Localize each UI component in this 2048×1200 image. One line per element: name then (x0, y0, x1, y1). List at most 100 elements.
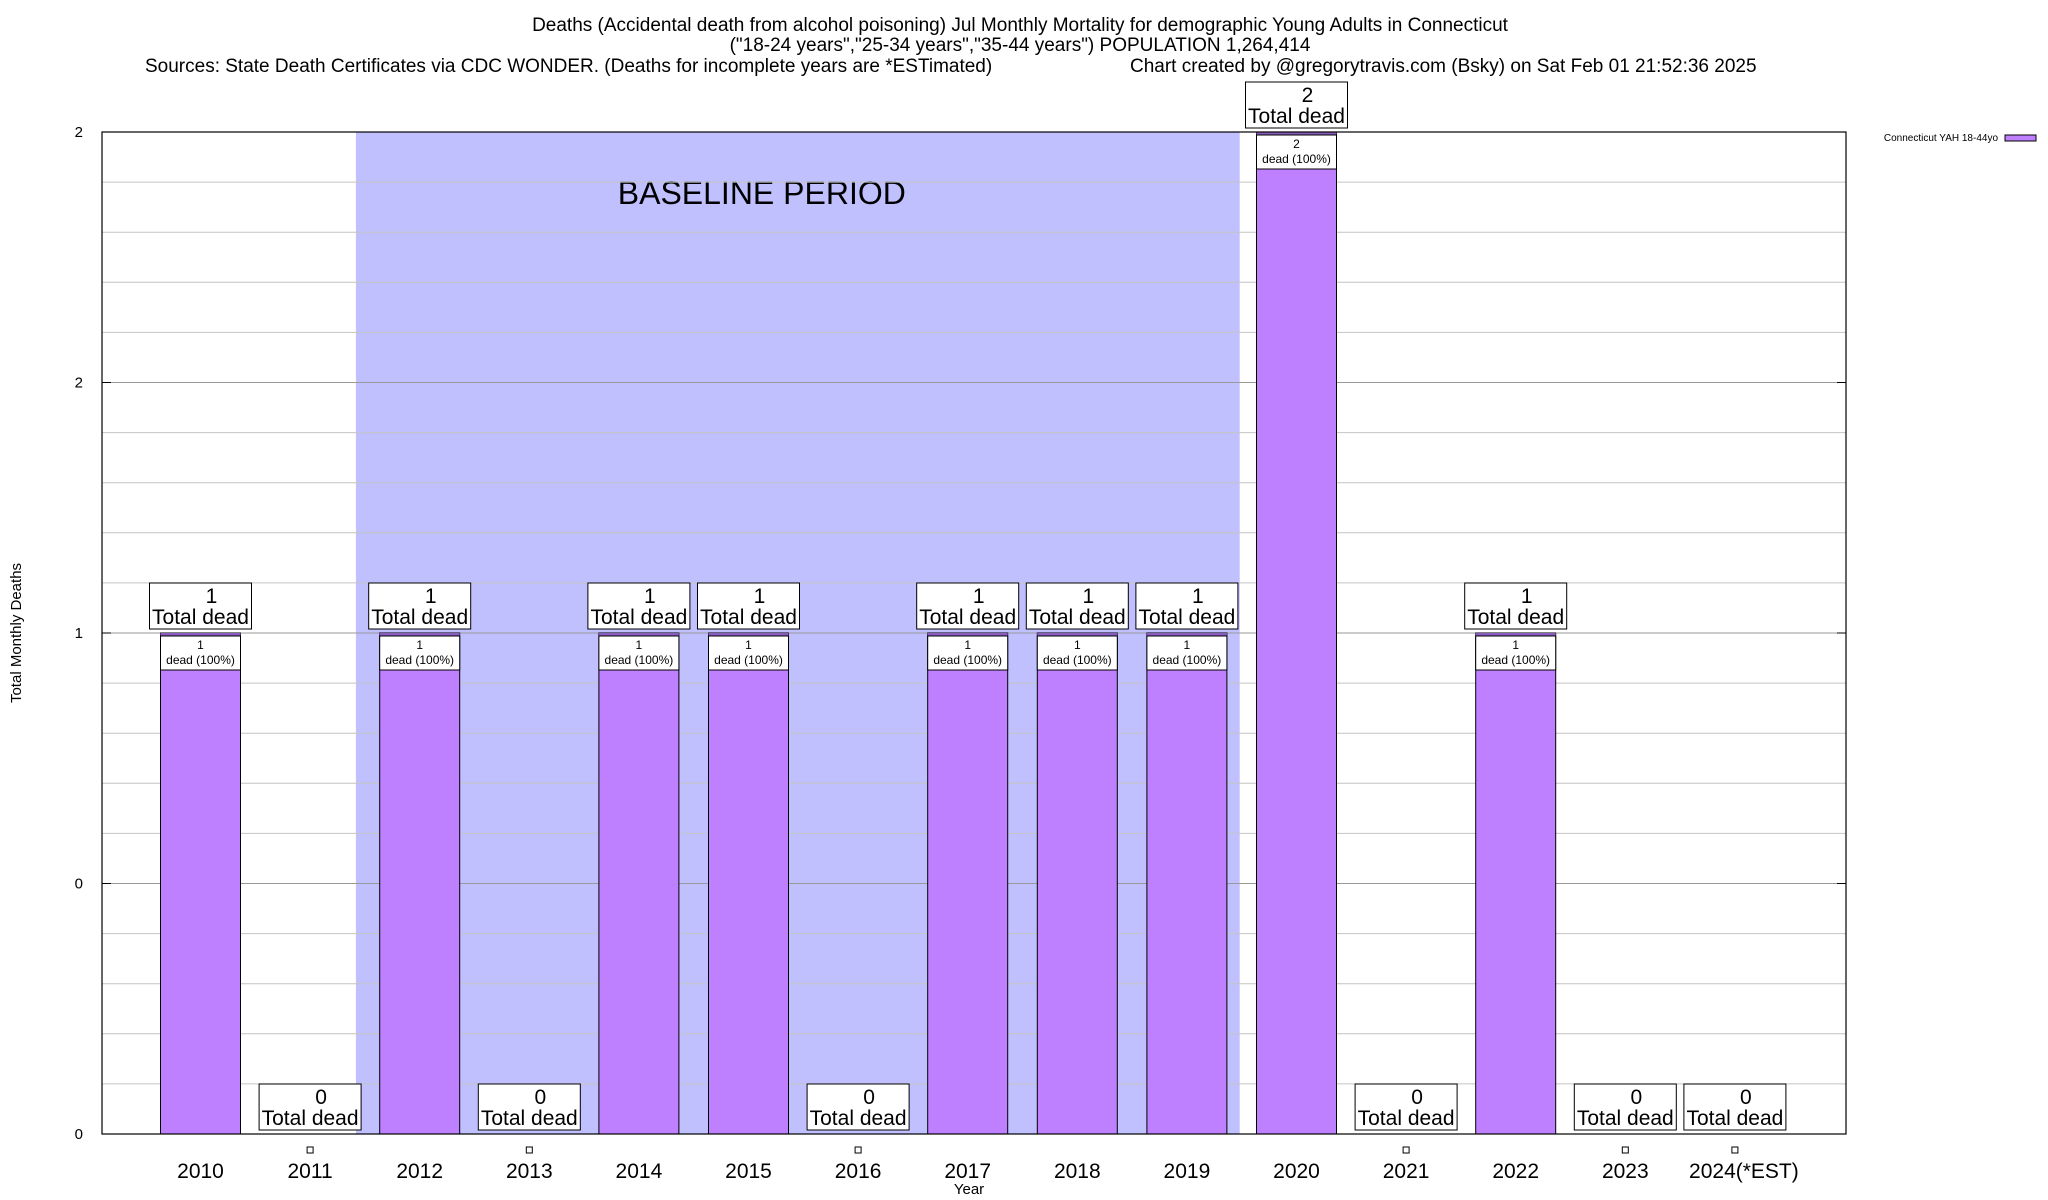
total-label: Total dead (1467, 606, 1564, 629)
bar (1146, 632, 1228, 1135)
total-value: 1 (1521, 585, 1533, 608)
total-value: 1 (1192, 585, 1204, 608)
total-label: Total dead (1248, 105, 1345, 128)
total-label: Total dead (590, 606, 687, 629)
total-label: Total dead (1358, 1107, 1455, 1130)
bar-inner-label: dead (100%) (1043, 653, 1112, 667)
bar-inner-value: 1 (745, 638, 752, 652)
bar-inner-label: dead (100%) (714, 653, 783, 667)
total-label: Total dead (1686, 1107, 1783, 1130)
baseline-label: BASELINE PERIOD (618, 175, 906, 211)
total-value: 1 (425, 585, 437, 608)
bar-inner-label-box (927, 635, 1009, 671)
bar-inner-value: 1 (197, 638, 204, 652)
x-tick-label: 2024(*EST) (1689, 1160, 1799, 1183)
chart-sources-text: Sources: State Death Certificates via CD… (145, 56, 992, 77)
total-value: 0 (863, 1086, 875, 1109)
total-value: 0 (1411, 1086, 1423, 1109)
bar-layer (160, 131, 1739, 1154)
bar (598, 632, 680, 1135)
zero-marker (525, 1146, 533, 1154)
bar-inner-label: dead (100%) (166, 653, 235, 667)
bar-inner-label-box (1256, 134, 1337, 170)
total-label: Total dead (700, 606, 797, 629)
x-tick-label: 2015 (725, 1160, 772, 1183)
total-value: 2 (1302, 84, 1314, 107)
x-tick-label: 2023 (1602, 1160, 1649, 1183)
bar-inner-value: 1 (636, 638, 643, 652)
legend-swatch (2004, 134, 2037, 142)
total-value: 1 (754, 585, 766, 608)
bar-inner-value: 2 (1293, 137, 1300, 151)
total-label: Total dead (481, 1107, 578, 1130)
x-tick-label: 2012 (396, 1160, 443, 1183)
total-label-box (1464, 582, 1568, 630)
bar (1475, 632, 1557, 1135)
total-label-box (1135, 582, 1239, 630)
total-label-box (587, 582, 691, 630)
total-label: Total dead (152, 606, 249, 629)
y-tick-label: 0 (75, 1126, 83, 1143)
x-tick-label: 2018 (1054, 1160, 1101, 1183)
bar (708, 632, 789, 1135)
bar (379, 632, 461, 1135)
x-tick-label: 2014 (616, 1160, 663, 1183)
total-label-box (477, 1083, 581, 1131)
bar (1256, 131, 1337, 1135)
x-tick-label: 2013 (506, 1160, 553, 1183)
x-tick-label: 2022 (1492, 1160, 1539, 1183)
legend-label: Connecticut YAH 18-44yo (1884, 133, 1999, 144)
x-tick-label: 2021 (1383, 1160, 1430, 1183)
x-tick-label: 2020 (1273, 1160, 1320, 1183)
bar-inner-value: 1 (1074, 638, 1081, 652)
y-tick-labels: 0 0 1 2 2 (75, 124, 83, 1143)
bar-inner-label: dead (100%) (1481, 653, 1550, 667)
bar-inner-label: dead (100%) (605, 653, 674, 667)
bar-inner-value: 1 (416, 638, 423, 652)
total-label-box (1573, 1083, 1677, 1131)
total-label: Total dead (1138, 606, 1235, 629)
bar-inner-label: dead (100%) (1153, 653, 1222, 667)
zero-marker (1621, 1146, 1629, 1154)
total-label: Total dead (919, 606, 1016, 629)
x-tick-label: 2010 (177, 1160, 224, 1183)
x-tick-label: 2011 (288, 1160, 333, 1183)
total-label-box (1245, 81, 1348, 129)
bar-inner-value: 1 (1512, 638, 1519, 652)
total-label-box (258, 1083, 362, 1131)
total-value: 1 (644, 585, 656, 608)
bar (927, 632, 1009, 1135)
bar-inner-label-box (1475, 635, 1557, 671)
total-label-box (1354, 1083, 1458, 1131)
chart-title-line-2: ("18-24 years","25-34 years","35-44 year… (730, 35, 1311, 56)
y-tick-label: 2 (75, 124, 83, 141)
chart-credit-text: Chart created by @gregorytravis.com (Bsk… (1130, 56, 1757, 77)
y-tick-label: 0 (75, 876, 83, 893)
bar-inner-label-box (160, 635, 241, 671)
total-label: Total dead (1029, 606, 1126, 629)
total-label-box (697, 582, 800, 630)
zero-marker (306, 1146, 314, 1154)
bar-inner-value: 1 (1184, 638, 1191, 652)
total-value: 0 (1630, 1086, 1642, 1109)
total-value: 1 (206, 585, 218, 608)
total-label: Total dead (810, 1107, 907, 1130)
total-value: 0 (534, 1086, 546, 1109)
total-label-box (368, 582, 472, 630)
x-axis-title: Year (954, 1181, 984, 1198)
bar-inner-label-box (598, 635, 680, 671)
total-value: 1 (1082, 585, 1094, 608)
x-tick-label: 2016 (835, 1160, 882, 1183)
total-label-box (1683, 1083, 1787, 1131)
y-tick-label: 2 (75, 375, 83, 392)
bar-inner-label-box (1036, 635, 1118, 671)
legend: Connecticut YAH 18-44yo (1884, 133, 2037, 144)
total-value: 1 (973, 585, 985, 608)
zero-marker (1402, 1146, 1410, 1154)
total-label-box (1025, 582, 1129, 630)
total-label-box (149, 582, 252, 630)
bar (1036, 632, 1118, 1135)
plot-frame (101, 131, 1847, 1135)
